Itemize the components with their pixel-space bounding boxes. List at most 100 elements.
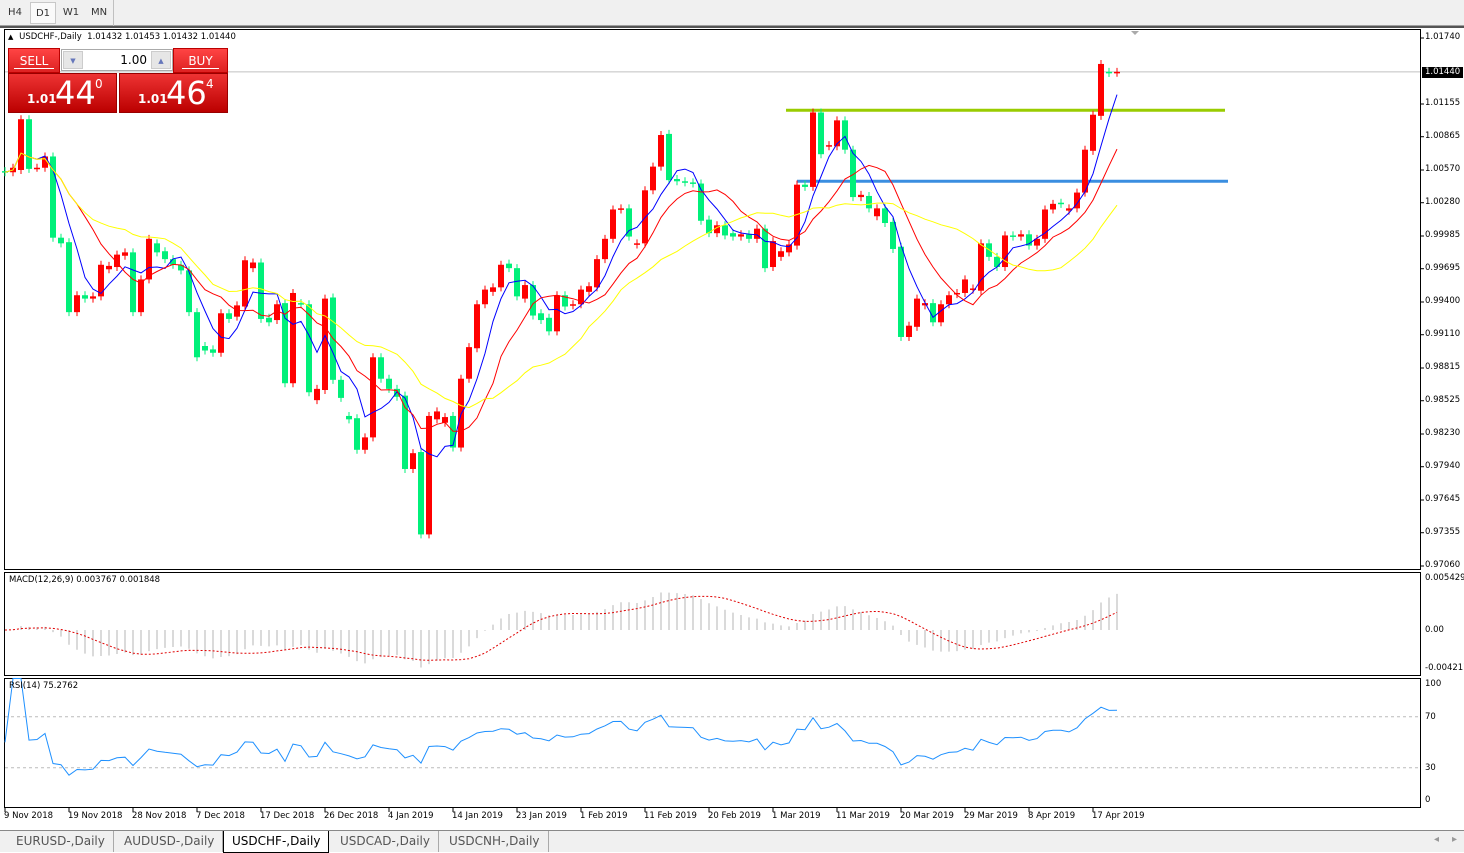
price-pane[interactable] — [4, 29, 1421, 570]
tab-h4[interactable]: H4 — [8, 7, 22, 18]
candle-bullish — [466, 347, 472, 379]
tab-eurusd[interactable]: EURUSD-,Daily — [8, 831, 114, 852]
candle-bullish — [122, 252, 128, 256]
chart-title: ▲ USDCHF-,Daily 1.01432 1.01453 1.01432 … — [8, 32, 236, 42]
candle-bearish — [58, 237, 64, 244]
price-axis-label: 0.98525 — [1425, 394, 1461, 405]
candle-bearish — [546, 317, 552, 332]
candle-bullish — [1090, 114, 1096, 151]
price-axis-label: 0.99985 — [1425, 230, 1461, 240]
candle-bullish — [738, 234, 744, 237]
candle-bullish — [522, 285, 528, 299]
tab-usdcad[interactable]: USDCAD-,Daily — [332, 831, 439, 852]
candle-bullish — [1018, 234, 1024, 237]
tab-w1[interactable]: W1 — [62, 7, 80, 18]
candle-bearish — [154, 243, 160, 253]
candle-bullish — [290, 292, 296, 384]
candle-bullish — [74, 295, 80, 313]
sell-price-fraction: 0 — [95, 77, 103, 91]
candle-bullish — [834, 120, 840, 147]
candle-bearish — [994, 256, 1000, 268]
candle-bullish — [410, 453, 416, 469]
candle-bullish — [1074, 192, 1080, 209]
scroll-left-icon[interactable]: ◂ — [1434, 834, 1440, 845]
candle-bearish — [698, 183, 704, 221]
candle-bearish — [338, 379, 344, 398]
candle-bullish — [234, 305, 240, 317]
increase-lot-arrow-icon[interactable]: ▲ — [151, 51, 171, 69]
date-axis-label: 1 Feb 2019 — [580, 811, 628, 821]
ohlc-values: 1.01432 1.01453 1.01432 1.01440 — [87, 32, 236, 42]
rsi-axis-0: 0 — [1425, 795, 1431, 805]
candle-bearish — [562, 295, 568, 307]
candle-bullish — [474, 304, 480, 349]
candle-bullish — [778, 251, 784, 257]
date-axis-label: 20 Feb 2019 — [708, 811, 761, 821]
candle-bearish — [890, 221, 896, 249]
candle-bullish — [314, 388, 320, 401]
rsi-axis-100: 100 — [1425, 679, 1442, 689]
moving-average-line — [4, 148, 1118, 432]
collapse-triangle-icon[interactable]: ▲ — [8, 33, 14, 41]
candle-bearish — [514, 268, 520, 297]
candle-bullish — [250, 262, 256, 269]
tab-mn[interactable]: MN — [90, 7, 108, 18]
candle-bullish — [650, 166, 656, 191]
current-price-label: 1.01440 — [1422, 67, 1464, 78]
decrease-lot-arrow-icon[interactable]: ▼ — [63, 51, 83, 69]
tab-usdchf[interactable]: USDCHF-,Daily — [223, 831, 330, 853]
candle-bullish — [138, 279, 144, 313]
candle-bearish — [266, 317, 272, 323]
price-axis-label: 0.98230 — [1425, 428, 1461, 438]
candle-bullish — [1042, 209, 1048, 239]
candle-bullish — [106, 265, 112, 270]
candle-bearish — [258, 262, 264, 319]
candle-bullish — [586, 286, 592, 292]
candle-bearish — [186, 270, 192, 313]
candle-bearish — [26, 119, 32, 169]
tab-usdcnh[interactable]: USDCNH-,Daily — [441, 831, 549, 852]
candle-bullish — [970, 288, 976, 290]
buy-label: BUY — [182, 54, 219, 69]
candle-bullish — [98, 264, 104, 297]
scroll-right-icon[interactable]: ▸ — [1452, 834, 1458, 845]
macd-axis-min: -0.004217 — [1425, 663, 1464, 673]
date-axis-label: 19 Nov 2018 — [68, 811, 123, 821]
rsi-pane[interactable] — [4, 678, 1421, 808]
price-axis-label: 1.01740 — [1425, 32, 1461, 42]
tab-audusd[interactable]: AUDUSD-,Daily — [116, 831, 224, 852]
toolbar-divider — [113, 0, 114, 26]
candle-bearish — [226, 313, 232, 319]
symbol-tab-bar: EURUSD-,Daily AUDUSD-,Daily USDCHF-,Dail… — [0, 830, 1464, 853]
candle-bearish — [690, 182, 696, 184]
lot-size-input[interactable]: 1.00 — [120, 53, 147, 67]
candle-bullish — [874, 208, 880, 217]
buy-price-box[interactable]: 1.01 46 4 — [119, 73, 228, 113]
buy-button[interactable]: BUY — [173, 48, 228, 73]
macd-pane[interactable] — [4, 572, 1421, 676]
candle-bearish — [354, 418, 360, 450]
candle-bullish — [578, 289, 584, 305]
candle-bearish — [866, 195, 872, 209]
lot-size-stepper[interactable]: ▼ 1.00 ▲ — [61, 49, 173, 71]
candle-bullish — [1002, 235, 1008, 268]
date-axis-label: 29 Mar 2019 — [964, 811, 1018, 821]
candle-bearish — [666, 133, 672, 181]
chart-shift-marker-icon — [1131, 31, 1139, 35]
candle-bearish — [530, 285, 536, 316]
candle-bearish — [930, 303, 936, 323]
candle-bullish — [946, 295, 952, 305]
sell-button[interactable]: SELL — [8, 48, 60, 73]
price-axis-label: 0.97645 — [1425, 494, 1461, 504]
candle-bullish — [634, 243, 640, 245]
candle-bearish — [706, 219, 712, 234]
candle-bullish — [978, 243, 984, 291]
date-axis-label: 17 Apr 2019 — [1092, 811, 1145, 821]
macd-axis-max: 0.005429 — [1425, 573, 1464, 583]
candle-bullish — [442, 417, 448, 423]
sell-price-box[interactable]: 1.01 44 0 — [8, 73, 117, 113]
candle-bullish — [90, 296, 96, 299]
candle-bearish — [178, 264, 184, 271]
tab-d1[interactable]: D1 — [30, 2, 56, 24]
